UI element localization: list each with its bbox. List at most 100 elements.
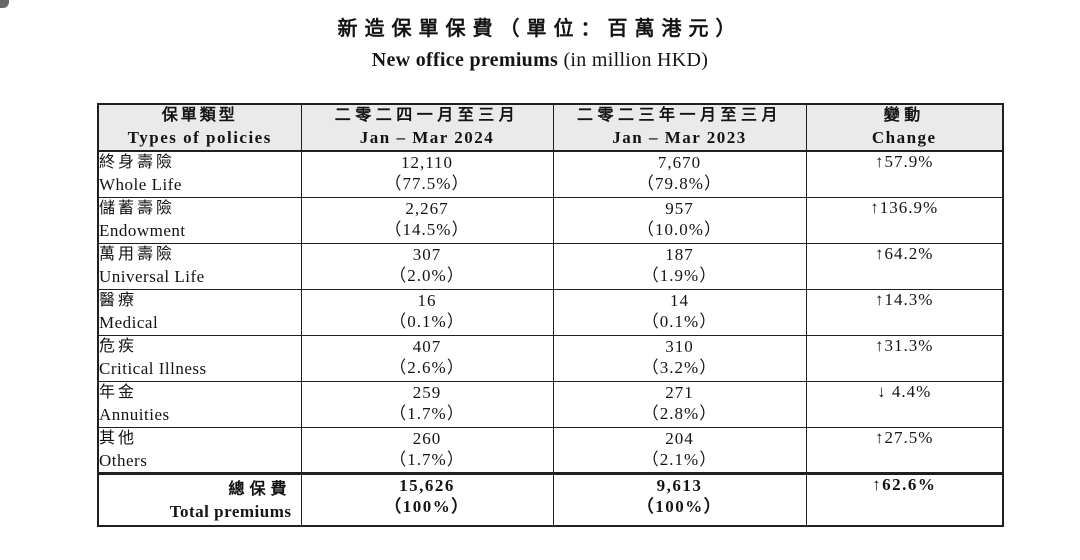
policy-zh: 儲蓄壽險 bbox=[99, 199, 176, 217]
value-2023: 310 bbox=[665, 336, 694, 356]
premiums-2023-cell: 310 （3.2%） bbox=[552, 334, 807, 382]
policy-en: Critical Illness bbox=[99, 358, 207, 378]
total-value-2023: 9,613 bbox=[656, 475, 703, 495]
premiums-2024-cell: 407 （2.6%） bbox=[300, 334, 554, 382]
table-header-row: 保單類型 Types of policies 二零二四一月至三月 Jan – M… bbox=[97, 103, 1004, 152]
premiums-2023-cell: 957 （10.0%） bbox=[552, 196, 807, 244]
policy-type-cell: 年金 Annuities bbox=[97, 380, 302, 428]
value-2023: 187 bbox=[665, 244, 694, 264]
change-cell: ↑57.9% bbox=[805, 150, 1004, 198]
premiums-2024-cell: 307 （2.0%） bbox=[300, 242, 554, 290]
total-2023-cell: 9,613 （100%） bbox=[552, 471, 807, 527]
value-2023: 14 bbox=[670, 290, 689, 310]
header-change-zh: 變動 bbox=[883, 107, 925, 124]
policy-zh: 危疾 bbox=[99, 337, 138, 355]
value-2024: 16 bbox=[417, 290, 437, 310]
change-cell: ↑27.5% bbox=[805, 426, 1004, 474]
percent-2024: （1.7%） bbox=[389, 449, 465, 469]
percent-2023: （10.0%） bbox=[637, 219, 722, 239]
screenshot-corner-artifact bbox=[0, 0, 9, 8]
premiums-2023-cell: 14 （0.1%） bbox=[552, 288, 807, 336]
policy-en: Medical bbox=[99, 312, 159, 332]
premiums-2024-cell: 12,110 （77.5%） bbox=[300, 150, 554, 198]
policy-en: Universal Life bbox=[99, 266, 205, 286]
premiums-2024-cell: 259 （1.7%） bbox=[300, 380, 554, 428]
value-2023: 271 bbox=[665, 382, 694, 402]
total-change-cell: ↑62.6% bbox=[805, 471, 1004, 527]
value-2023: 957 bbox=[665, 198, 694, 218]
percent-2023: （1.9%） bbox=[641, 265, 718, 285]
policy-zh: 年金 bbox=[99, 383, 138, 401]
total-value-2024: 15,626 bbox=[399, 475, 455, 495]
percent-2023: （2.1%） bbox=[641, 449, 718, 469]
percent-2024: （1.7%） bbox=[389, 403, 465, 423]
header-jan-mar-2024: 二零二四一月至三月 Jan – Mar 2024 bbox=[300, 103, 554, 152]
table-row-universal-life: 萬用壽險 Universal Life 307 （2.0%） 187 （1.9%… bbox=[97, 242, 1004, 290]
policy-zh: 其他 bbox=[99, 429, 138, 447]
policy-en: Annuities bbox=[99, 404, 170, 424]
percent-2023: （2.8%） bbox=[641, 403, 718, 423]
percent-2023: （3.2%） bbox=[641, 357, 718, 377]
header-2024-en: Jan – Mar 2024 bbox=[359, 128, 495, 147]
policy-en: Whole Life bbox=[99, 175, 182, 194]
value-2024: 12,110 bbox=[400, 153, 454, 172]
header-change: 變動 Change bbox=[805, 103, 1004, 152]
change-cell: ↑136.9% bbox=[805, 196, 1004, 244]
value-2024: 2,267 bbox=[405, 198, 449, 218]
premiums-2023-cell: 271 （2.8%） bbox=[552, 380, 807, 428]
page-header: 新造保單保費（單位：百萬港元） New office premiums (in … bbox=[0, 12, 1080, 72]
policy-type-cell: 萬用壽險 Universal Life bbox=[97, 242, 302, 290]
percent-2023: （79.8%） bbox=[637, 174, 722, 193]
value-2023: 7,670 bbox=[657, 153, 702, 172]
percent-2024: （0.1%） bbox=[389, 311, 465, 331]
premiums-2023-cell: 7,670 （79.8%） bbox=[552, 150, 807, 198]
total-label-cell: 總保費 Total premiums bbox=[97, 471, 302, 527]
premiums-2024-cell: 260 （1.7%） bbox=[300, 426, 554, 474]
table-row-whole-life: 終身壽險 Whole Life 12,110 （77.5%） 7,670 （79… bbox=[97, 150, 1004, 198]
page-title-english-unit: (in million HKD) bbox=[558, 49, 709, 71]
value-2024: 260 bbox=[412, 428, 442, 448]
value-2023: 204 bbox=[665, 428, 694, 448]
table-row-medical: 醫療 Medical 16 （0.1%） 14 （0.1%） ↑14.3% bbox=[97, 288, 1004, 336]
premiums-2024-cell: 2,267 （14.5%） bbox=[300, 196, 554, 244]
premiums-2024-cell: 16 （0.1%） bbox=[300, 288, 554, 336]
premiums-table: 保單類型 Types of policies 二零二四一月至三月 Jan – M… bbox=[97, 103, 1004, 527]
change-cell: ↓ 4.4% bbox=[805, 380, 1004, 428]
policy-zh: 終身壽險 bbox=[99, 154, 176, 171]
total-label-zh: 總保費 bbox=[228, 480, 292, 498]
change-cell: ↑64.2% bbox=[805, 242, 1004, 290]
header-change-en: Change bbox=[871, 128, 937, 147]
change-cell: ↑14.3% bbox=[805, 288, 1004, 336]
premiums-2023-cell: 204 （2.1%） bbox=[552, 426, 807, 474]
percent-2023: （0.1%） bbox=[641, 311, 718, 331]
policy-en: Others bbox=[99, 450, 148, 470]
percent-2024: （2.0%） bbox=[389, 265, 465, 285]
percent-2024: （14.5%） bbox=[384, 219, 470, 239]
policy-type-cell: 儲蓄壽險 Endowment bbox=[97, 196, 302, 244]
policy-type-cell: 醫療 Medical bbox=[97, 288, 302, 336]
header-policy-types-en: Types of policies bbox=[127, 128, 272, 147]
value-2024: 259 bbox=[412, 382, 442, 402]
policy-type-cell: 危疾 Critical Illness bbox=[97, 334, 302, 382]
table-row-annuities: 年金 Annuities 259 （1.7%） 271 （2.8%） ↓ 4.4… bbox=[97, 380, 1004, 428]
policy-type-cell: 終身壽險 Whole Life bbox=[97, 150, 302, 198]
policy-en: Endowment bbox=[99, 220, 186, 240]
table-row-endowment: 儲蓄壽險 Endowment 2,267 （14.5%） 957 （10.0%）… bbox=[97, 196, 1004, 244]
change-cell: ↑31.3% bbox=[805, 334, 1004, 382]
value-2024: 307 bbox=[412, 244, 442, 264]
header-2024-zh: 二零二四一月至三月 bbox=[334, 107, 520, 124]
percent-2024: （2.6%） bbox=[389, 357, 465, 377]
table-row-others: 其他 Others 260 （1.7%） 204 （2.1%） ↑27.5% bbox=[97, 426, 1004, 474]
total-percent-2023: （100%） bbox=[636, 496, 723, 516]
policy-zh: 醫療 bbox=[99, 291, 138, 309]
header-policy-types: 保單類型 Types of policies bbox=[97, 103, 302, 152]
header-2023-en: Jan – Mar 2023 bbox=[612, 128, 747, 147]
premiums-2023-cell: 187 （1.9%） bbox=[552, 242, 807, 290]
header-2023-zh: 二零二三年一月至三月 bbox=[576, 107, 782, 124]
page-title-chinese: 新造保單保費（單位：百萬港元） bbox=[337, 18, 743, 40]
total-label-en: Total premiums bbox=[169, 501, 292, 521]
total-2024-cell: 15,626 （100%） bbox=[300, 471, 554, 527]
table-row-critical-illness: 危疾 Critical Illness 407 （2.6%） 310 （3.2%… bbox=[97, 334, 1004, 382]
total-premiums-row: 總保費 Total premiums 15,626 （100%） 9,613 （… bbox=[97, 471, 1004, 527]
value-2024: 407 bbox=[412, 336, 442, 356]
